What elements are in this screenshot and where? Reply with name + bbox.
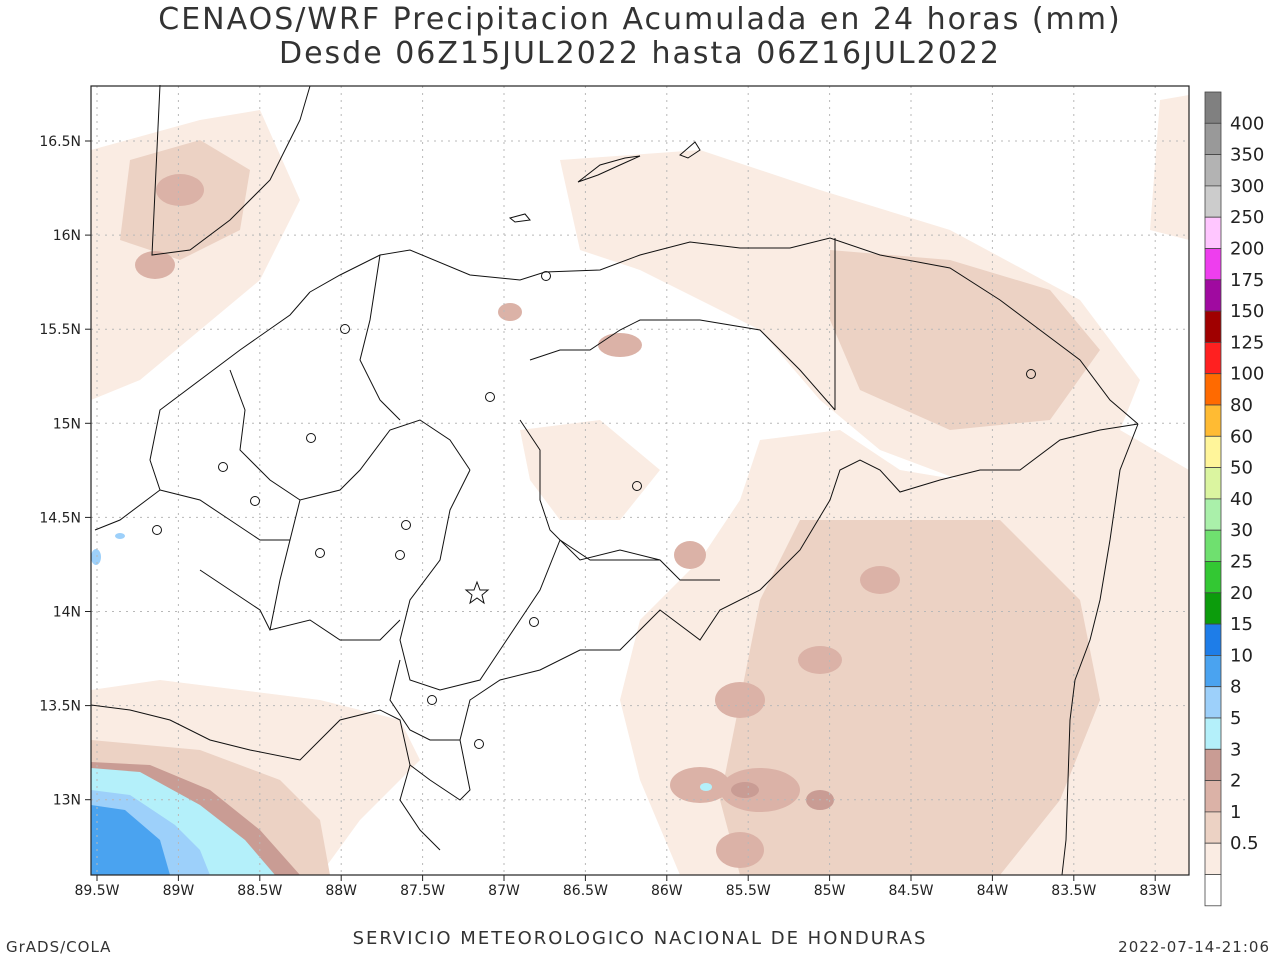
- x-tick-label: 86W: [651, 883, 683, 899]
- colorbar-swatch: [1204, 467, 1222, 500]
- colorbar-swatch: [1204, 248, 1222, 281]
- colorbar-swatch: [1204, 154, 1222, 187]
- colorbar-legend: 4003503002502001751501251008060504030252…: [1204, 91, 1264, 907]
- colorbar-swatch: [1204, 216, 1222, 249]
- colorbar-level-label: 5: [1230, 708, 1241, 729]
- x-tick-label: 86.5W: [563, 883, 608, 899]
- x-tick-label: 87.5W: [400, 883, 445, 899]
- colorbar-level-label: 30: [1230, 520, 1253, 541]
- colorbar-level-label: 60: [1230, 426, 1253, 447]
- x-tick-label: 87W: [488, 883, 520, 899]
- y-axis: 16.5N 16N 15.5N 15N 14.5N 14N 13.5N 13N: [39, 134, 91, 809]
- x-tick-label: 89W: [163, 883, 195, 899]
- colorbar-swatch: [1204, 874, 1222, 907]
- map-title-line-2: Desde 06Z15JUL2022 hasta 06Z16JUL2022: [278, 36, 1001, 71]
- colorbar-swatch: [1204, 341, 1222, 375]
- colorbar-swatch: [1204, 748, 1222, 781]
- city-markers: [152, 271, 1036, 749]
- y-tick-label: 15.5N: [39, 322, 81, 338]
- x-tick-label: 84.5W: [888, 883, 933, 899]
- colorbar-swatch: [1204, 623, 1222, 656]
- y-tick-label: 16.5N: [39, 134, 81, 150]
- colorbar-level-label: 400: [1230, 113, 1264, 134]
- colorbar-level-label: 300: [1230, 176, 1264, 197]
- political-boundaries: [90, 84, 1139, 876]
- colorbar-level-label: 20: [1230, 583, 1253, 604]
- colorbar-swatch: [1204, 842, 1222, 875]
- y-tick-label: 13.5N: [39, 699, 81, 715]
- y-tick-label: 16N: [53, 228, 81, 244]
- colorbar-level-label: 175: [1230, 270, 1264, 291]
- colorbar-swatch: [1204, 404, 1222, 437]
- colorbar-level-label: 200: [1230, 239, 1264, 260]
- colorbar-swatch: [1204, 561, 1222, 594]
- colorbar-swatch: [1204, 91, 1222, 124]
- colorbar-swatch: [1204, 686, 1222, 719]
- colorbar-level-label: 10: [1230, 645, 1253, 666]
- colorbar-level-label: 350: [1230, 145, 1264, 166]
- colorbar-swatch: [1204, 811, 1222, 844]
- x-tick-label: 88W: [325, 883, 357, 899]
- colorbar-level-label: 125: [1230, 332, 1264, 353]
- colorbar-level-label: 3: [1230, 739, 1241, 760]
- colorbar-level-label: 1: [1230, 802, 1241, 823]
- colorbar-level-label: 40: [1230, 489, 1253, 510]
- colorbar-swatch: [1204, 592, 1222, 625]
- colorbar-swatch: [1204, 498, 1222, 531]
- capital-star-icon: [464, 580, 490, 605]
- colorbar-level-label: 80: [1230, 395, 1253, 416]
- y-tick-label: 15N: [53, 416, 81, 432]
- colorbar-level-label: 0.5: [1230, 833, 1259, 854]
- colorbar-swatch: [1204, 279, 1222, 312]
- x-axis: 89.5W 89W 88.5W 88W 87.5W 87W 86.5W 86W 85.5W 85W…: [74, 875, 1171, 899]
- y-tick-label: 13N: [53, 793, 81, 809]
- colorbar-level-label: 50: [1230, 458, 1253, 479]
- colorbar-swatch: [1204, 185, 1222, 218]
- software-credit: GrADS/COLA: [6, 938, 112, 956]
- colorbar-level-label: 100: [1230, 364, 1264, 385]
- agency-name: SERVICIO METEOROLOGICO NACIONAL DE HONDU…: [352, 928, 928, 949]
- colorbar-swatch: [1204, 529, 1222, 562]
- colorbar-swatch: [1204, 310, 1222, 343]
- precipitation-shading: [91, 86, 1189, 875]
- colorbar-level-label: 15: [1230, 614, 1253, 635]
- x-tick-label: 85W: [814, 883, 846, 899]
- issue-timestamp: 2022-07-14-21:06: [1118, 938, 1270, 956]
- colorbar-swatch: [1204, 435, 1222, 468]
- colorbar-level-label: 25: [1230, 552, 1253, 573]
- map-title-line-1: CENAOS/WRF Precipitacion Acumulada en 24…: [158, 2, 1122, 37]
- map-frame: [90, 85, 1190, 876]
- bay-islands: [508, 141, 701, 223]
- colorbar-swatch: [1204, 717, 1222, 750]
- y-tick-label: 14N: [53, 605, 81, 621]
- colorbar-swatch: [1204, 780, 1222, 813]
- colorbar-swatch: [1204, 122, 1222, 156]
- x-tick-label: 84W: [977, 883, 1009, 899]
- x-tick-label: 89.5W: [74, 883, 119, 899]
- colorbar-level-label: 150: [1230, 301, 1264, 322]
- colorbar-swatch: [1204, 655, 1222, 688]
- colorbar-swatch: [1204, 373, 1222, 406]
- colorbar-level-label: 8: [1230, 677, 1241, 698]
- x-tick-label: 83.5W: [1051, 883, 1096, 899]
- x-tick-label: 83W: [1139, 883, 1171, 899]
- y-tick-label: 14.5N: [39, 510, 81, 526]
- x-tick-label: 85.5W: [726, 883, 771, 899]
- colorbar-level-label: 2: [1230, 771, 1241, 792]
- x-tick-label: 88.5W: [237, 883, 282, 899]
- colorbar-level-label: 250: [1230, 207, 1264, 228]
